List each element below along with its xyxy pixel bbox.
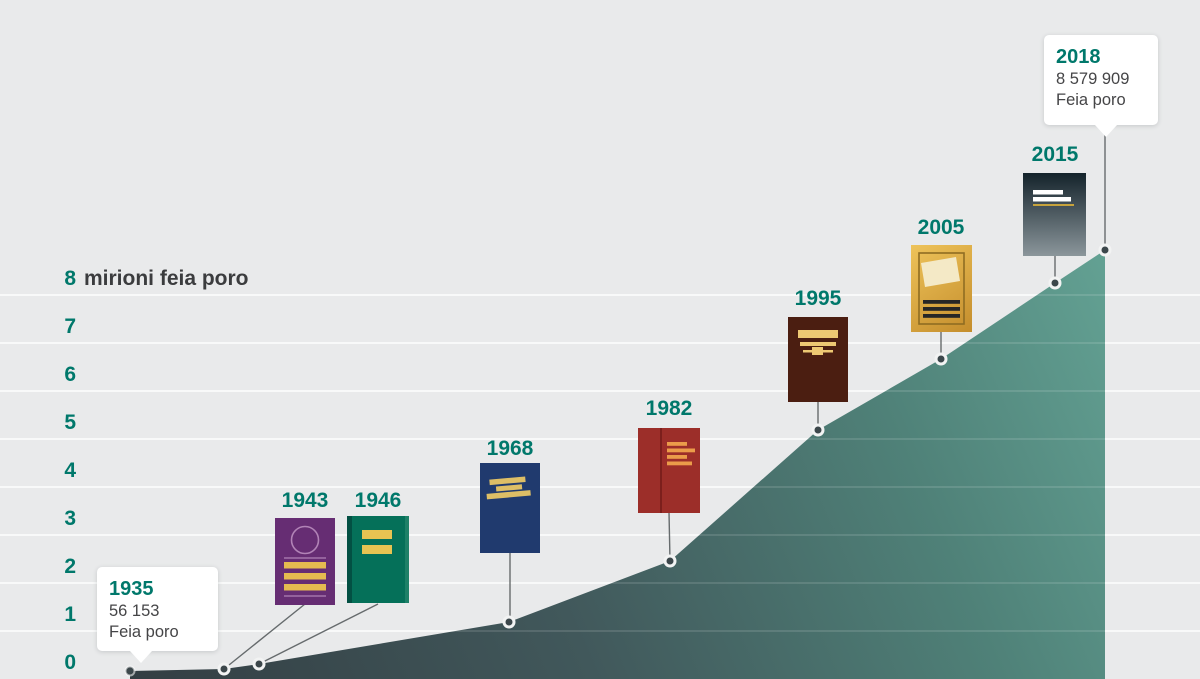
callout-2018-value: 8 579 909 — [1056, 70, 1130, 88]
dot-1943 — [217, 662, 231, 676]
y-tick-7: 7 — [64, 315, 76, 338]
book-1982-icon — [638, 428, 700, 513]
dot-1982 — [663, 554, 677, 568]
dot-1935 — [124, 665, 136, 677]
y-tick-0: 0 — [64, 651, 76, 674]
y-tick-3: 3 — [64, 507, 76, 530]
dot-1946 — [252, 657, 266, 671]
y-axis-unit-label: mirioni feia poro — [84, 267, 249, 290]
book-2015-icon — [1023, 173, 1086, 256]
year-label-1946: 1946 — [354, 489, 402, 512]
callout-2018-year: 2018 — [1056, 46, 1101, 68]
book-1943-icon — [275, 518, 335, 605]
book-1946-icon — [347, 516, 409, 603]
data-point-dots — [124, 243, 1112, 677]
area-series-shape — [130, 250, 1105, 679]
dot-2018 — [1098, 243, 1112, 257]
callout-2018: 2018 8 579 909 Feia poro — [1044, 35, 1158, 137]
year-label-1982: 1982 — [645, 397, 693, 420]
dot-2005 — [934, 352, 948, 366]
book-1995-icon — [788, 317, 848, 402]
y-tick-6: 6 — [64, 363, 76, 386]
book-2005-icon — [911, 245, 972, 332]
year-label-1968: 1968 — [486, 437, 534, 460]
dot-1995 — [811, 423, 825, 437]
y-tick-5: 5 — [64, 411, 76, 434]
y-tick-1: 1 — [64, 603, 76, 626]
callout-1935-year: 1935 — [109, 578, 154, 600]
callout-1935-value: 56 153 — [109, 602, 160, 620]
year-label-2005: 2005 — [917, 216, 965, 239]
gridlines-overlay — [0, 294, 1200, 632]
year-label-2015: 2015 — [1031, 143, 1079, 166]
callout-2018-unit: Feia poro — [1056, 91, 1126, 109]
year-label-1995: 1995 — [794, 287, 842, 310]
y-tick-2: 2 — [64, 555, 76, 578]
callout-1935-tail — [130, 651, 152, 663]
y-tick-4: 4 — [64, 459, 76, 482]
dot-1968 — [502, 615, 516, 629]
book-1968-icon — [480, 463, 540, 553]
callout-1935-unit: Feia poro — [109, 623, 179, 641]
year-label-1943: 1943 — [281, 489, 329, 512]
dot-2015 — [1048, 276, 1062, 290]
y-tick-8: 8 — [64, 267, 76, 290]
callout-2018-tail — [1095, 125, 1117, 137]
callout-1935: 1935 56 153 Feia poro — [97, 567, 218, 663]
